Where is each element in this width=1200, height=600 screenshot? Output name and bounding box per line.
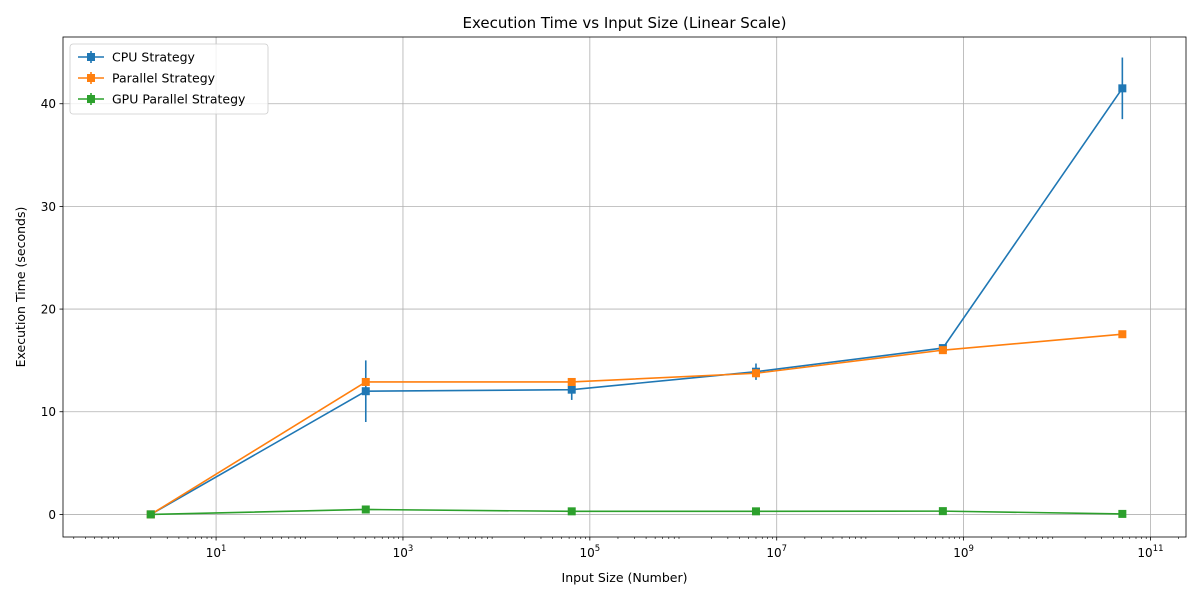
data-point xyxy=(751,369,760,378)
x-axis-label: Input Size (Number) xyxy=(562,570,688,585)
data-point xyxy=(938,507,947,516)
x-tick-label: 107 xyxy=(766,544,787,560)
x-axis-ticks: 101 103 105 107 109 1011 xyxy=(73,537,1179,560)
legend: CPU Strategy Parallel Strategy GPU Paralle… xyxy=(69,43,269,115)
y-tick-label: 30 xyxy=(41,200,56,214)
data-point xyxy=(361,387,370,396)
x-tick-label: 105 xyxy=(579,544,600,560)
y-axis-ticks: 0 10 20 30 40 xyxy=(41,97,63,522)
legend-item: GPU Parallel Strategy xyxy=(78,92,246,107)
legend-marker xyxy=(87,95,95,103)
series-cpu-strategy xyxy=(146,57,1127,519)
data-point xyxy=(1118,509,1127,518)
y-tick-label: 0 xyxy=(48,508,56,522)
data-point xyxy=(361,377,370,386)
data-point xyxy=(938,346,947,355)
x-tick-label: 1011 xyxy=(1137,544,1163,560)
x-tick-label: 103 xyxy=(393,544,414,560)
legend-label: CPU Strategy xyxy=(112,50,196,65)
series-gpu-parallel-strategy xyxy=(146,505,1127,519)
data-point xyxy=(146,510,155,519)
series-line xyxy=(150,508,1123,516)
series-layer xyxy=(146,57,1127,519)
y-tick-label: 10 xyxy=(41,405,56,419)
x-tick-label: 101 xyxy=(206,544,227,560)
y-tick-label: 20 xyxy=(41,303,56,317)
data-point xyxy=(567,507,576,516)
legend-box xyxy=(69,43,269,115)
legend-item: CPU Strategy xyxy=(78,50,196,65)
legend-marker xyxy=(87,53,95,61)
data-point xyxy=(567,377,576,386)
legend-label: Parallel Strategy xyxy=(112,71,216,86)
legend-label: GPU Parallel Strategy xyxy=(112,92,246,107)
series-parallel-strategy xyxy=(146,330,1127,519)
legend-item: Parallel Strategy xyxy=(78,71,216,86)
y-axis-label: Execution Time (seconds) xyxy=(13,207,28,368)
series-line xyxy=(150,87,1124,516)
x-tick-label: 109 xyxy=(953,544,974,560)
data-point xyxy=(751,507,760,516)
data-point xyxy=(361,505,370,514)
series-line xyxy=(150,333,1123,516)
data-point xyxy=(567,385,576,394)
plot-frame xyxy=(62,36,1187,538)
legend-marker xyxy=(87,74,95,82)
chart-title: Execution Time vs Input Size (Linear Sca… xyxy=(463,14,787,32)
data-point xyxy=(1118,330,1127,339)
data-point xyxy=(1118,84,1127,93)
y-tick-label: 40 xyxy=(41,97,56,111)
